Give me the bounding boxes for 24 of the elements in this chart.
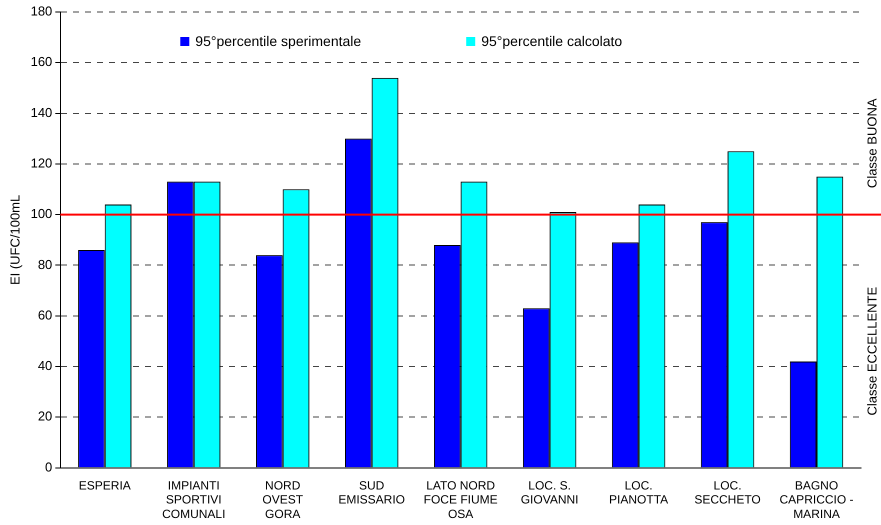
y-tick-label: 20 [38, 408, 52, 424]
y-tick-label: 100 [30, 206, 52, 222]
y-tick-label: 60 [38, 307, 52, 322]
legend-label: 95°percentile sperimentale [195, 32, 362, 49]
y-tick-label: 120 [30, 156, 52, 171]
y-tick-label: 40 [38, 358, 52, 374]
x-tick-label: SUD EMISSARIO [338, 478, 406, 507]
y-tick-label: 160 [30, 54, 52, 70]
text: Classe BUONA [864, 98, 880, 188]
y-tick-label: 180 [30, 4, 52, 19]
x-tick-label: ESPERIA [78, 478, 131, 492]
y-tick-label: 0 [45, 459, 52, 474]
y-tick-label: 140 [30, 104, 52, 120]
text: Classe ECCELLENTE [864, 286, 880, 416]
x-tick-label: BAGNO CAPRICCIO - MARINA [780, 478, 854, 522]
x-tick-label: LOC. S. GIOVANNI [520, 478, 579, 507]
x-tick-label: NORD OVEST GORA [262, 478, 304, 522]
y-axis-title: EI (UFC/100mL [7, 194, 22, 286]
y-tick-label: 80 [38, 256, 52, 272]
legend-label: 95°percentile calcolato [481, 32, 622, 49]
x-tick-label: IMPIANTI SPORTIVI COMUNALI [162, 478, 226, 522]
x-tick-label: LOC. SECCHETO [694, 478, 761, 507]
x-tick-label: LATO NORD FOCE FIUME OSA [424, 478, 498, 522]
x-tick-label: LOC. PIANOTTA [609, 478, 668, 507]
